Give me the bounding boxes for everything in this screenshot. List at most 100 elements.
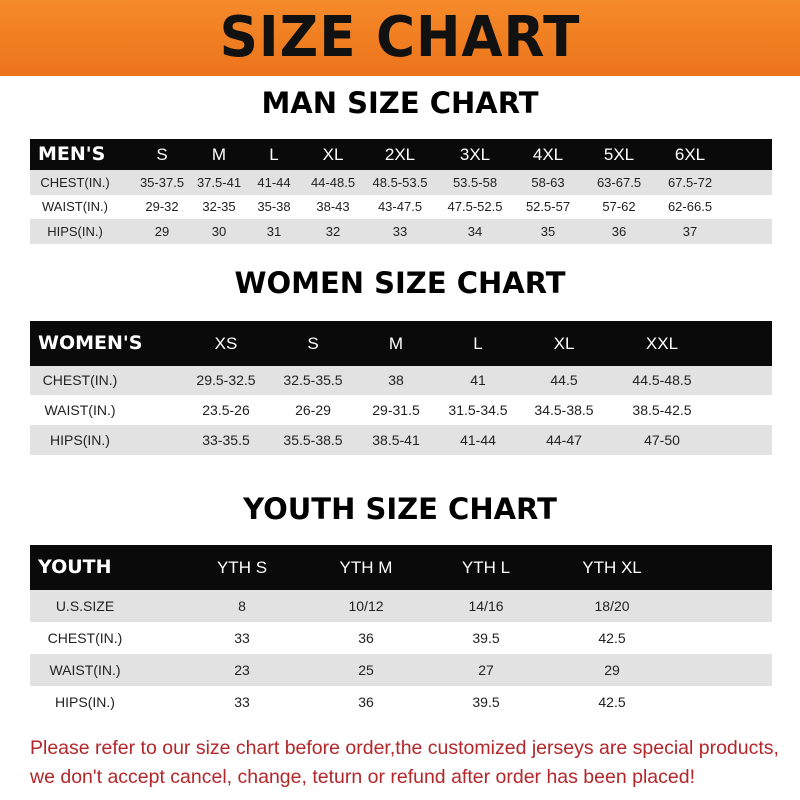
youth-section-title: YOUTH SIZE CHART [243,492,557,526]
measurement-label: U.S.SIZE [55,598,115,614]
table-cell: 34.5-38.5 [534,402,594,418]
table-cell: 44-48.5 [310,175,356,190]
table-cell: 29.5-32.5 [196,372,256,388]
size-column-header: M [211,145,227,164]
women-section-title: WOMEN SIZE CHART [234,266,566,300]
table-label-header: WOMEN'S [38,332,143,354]
size-column-header: L [473,334,483,353]
table-cell: 33 [234,694,250,710]
table-row: HIPS(IN.) 29 30 31 32 33 34 35 36 37 [30,219,772,244]
measurement-label: HIPS(IN.) [47,224,103,239]
table-cell: 57-62 [602,199,636,214]
size-column-header: 2XL [384,145,416,164]
table-cell: 43-47.5 [377,199,423,214]
size-column-header: S [307,334,319,353]
table-cell: 35-38 [257,199,291,214]
order-notice: Please refer to our size chart before or… [30,734,790,792]
table-cell: 29 [604,662,620,678]
size-column-header: XS [214,334,238,353]
table-cell: 48.5-53.5 [372,175,428,190]
table-row: HIPS(IN.) 33-35.5 35.5-38.5 38.5-41 41-44 44-… [30,425,772,455]
table-cell: 18/20 [594,598,630,614]
table-cell: 44.5-48.5 [632,372,692,388]
table-label-header: MEN'S [38,143,106,165]
table-row: WAIST(IN.) 29-32 32-35 35-38 38-43 43-47.5 47.… [30,195,772,219]
size-column-header: L [269,145,279,164]
size-column-header: XXL [645,334,679,353]
size-column-header: 5XL [603,145,635,164]
table-cell: 37.5-41 [196,175,242,190]
table-cell: 41-44 [257,175,291,190]
table-cell: 38.5-41 [372,432,420,448]
size-column-header: 6XL [674,145,706,164]
table-cell: 37 [682,224,698,239]
table-cell: 38.5-42.5 [632,402,692,418]
table-cell: 23.5-26 [202,402,250,418]
table-cell: 27 [478,662,494,678]
table-cell: 32-35 [202,199,236,214]
table-row: CHEST(IN.) 33 36 39.5 42.5 [30,622,772,654]
table-cell: 39.5 [472,694,500,710]
table-cell: 39.5 [472,630,500,646]
table-cell: 44-47 [546,432,582,448]
table-cell: 38-43 [316,199,350,214]
table-cell: 63-67.5 [596,175,642,190]
table-cell: 67.5-72 [667,175,713,190]
measurement-label: WAIST(IN.) [44,402,116,418]
measurement-label: CHEST(IN.) [42,372,118,388]
notice-line-1: Please refer to our size chart before or… [30,737,779,759]
size-column-header: S [156,145,168,164]
table-cell: 29-32 [145,199,179,214]
measurement-label: CHEST(IN.) [40,175,110,190]
table-cell: 33 [234,630,250,646]
table-cell: 52.5-57 [525,199,571,214]
table-row: CHEST(IN.) 29.5-32.5 32.5-35.5 38 41 44.5 44.5… [30,366,772,395]
measurement-label: HIPS(IN.) [50,432,110,448]
table-cell: 32.5-35.5 [283,372,343,388]
size-column-header: YTH S [216,558,268,577]
table-cell: 38 [388,372,404,388]
table-cell: 35 [540,224,556,239]
table-row: WAIST(IN.) 23 25 27 29 [30,654,772,686]
measurement-label: WAIST(IN.) [49,662,121,678]
table-cell: 32 [325,224,341,239]
size-column-header: XL [553,334,575,353]
size-column-header: M [388,334,404,353]
table-cell: 33-35.5 [202,432,250,448]
table-cell: 35.5-38.5 [283,432,343,448]
size-column-header: XL [322,145,344,164]
main-title: SIZE CHART [219,5,581,70]
table-cell: 30 [211,224,227,239]
men-header-row: MEN'S S M L XL 2XL 3XL 4XL 5XL 6XL [30,139,772,170]
men-size-table: MEN'S S M L XL 2XL 3XL 4XL 5XL 6XL CHEST(IN.) 35-37… [30,139,772,244]
table-row: WAIST(IN.) 23.5-26 26-29 29-31.5 31.5-34.5 34… [30,395,772,425]
table-row: CHEST(IN.) 35-37.5 37.5-41 41-44 44-48.5 48.5… [30,170,772,195]
table-cell: 33 [392,224,408,239]
size-column-header: YTH XL [582,558,642,577]
table-cell: 8 [238,598,246,614]
table-row: U.S.SIZE 8 10/12 14/16 18/20 [30,590,772,622]
table-cell: 31.5-34.5 [448,402,508,418]
table-cell: 14/16 [468,598,504,614]
size-column-header: YTH M [339,558,393,577]
table-cell: 36 [358,630,374,646]
measurement-label: WAIST(IN.) [42,199,108,214]
table-cell: 47.5-52.5 [447,199,503,214]
table-cell: 23 [234,662,250,678]
women-header-row: WOMEN'S XS S M L XL XXL [30,321,772,366]
table-cell: 25 [358,662,374,678]
table-cell: 42.5 [598,630,626,646]
table-row: HIPS(IN.) 33 36 39.5 42.5 [30,686,772,718]
table-cell: 41 [470,372,486,388]
measurement-label: CHEST(IN.) [47,630,123,646]
women-size-table: WOMEN'S XS S M L XL XXL CHEST(IN.) 29.5-32.5 32.5… [30,321,772,455]
table-cell: 36 [358,694,374,710]
table-cell: 42.5 [598,694,626,710]
youth-header-row: YOUTH YTH S YTH M YTH L YTH XL [30,545,772,590]
table-cell: 34 [467,224,483,239]
measurement-label: HIPS(IN.) [55,694,115,710]
banner: SIZE CHART [0,0,800,76]
table-cell: 44.5 [550,372,578,388]
table-cell: 36 [611,224,627,239]
men-section-title: MAN SIZE CHART [261,86,539,120]
